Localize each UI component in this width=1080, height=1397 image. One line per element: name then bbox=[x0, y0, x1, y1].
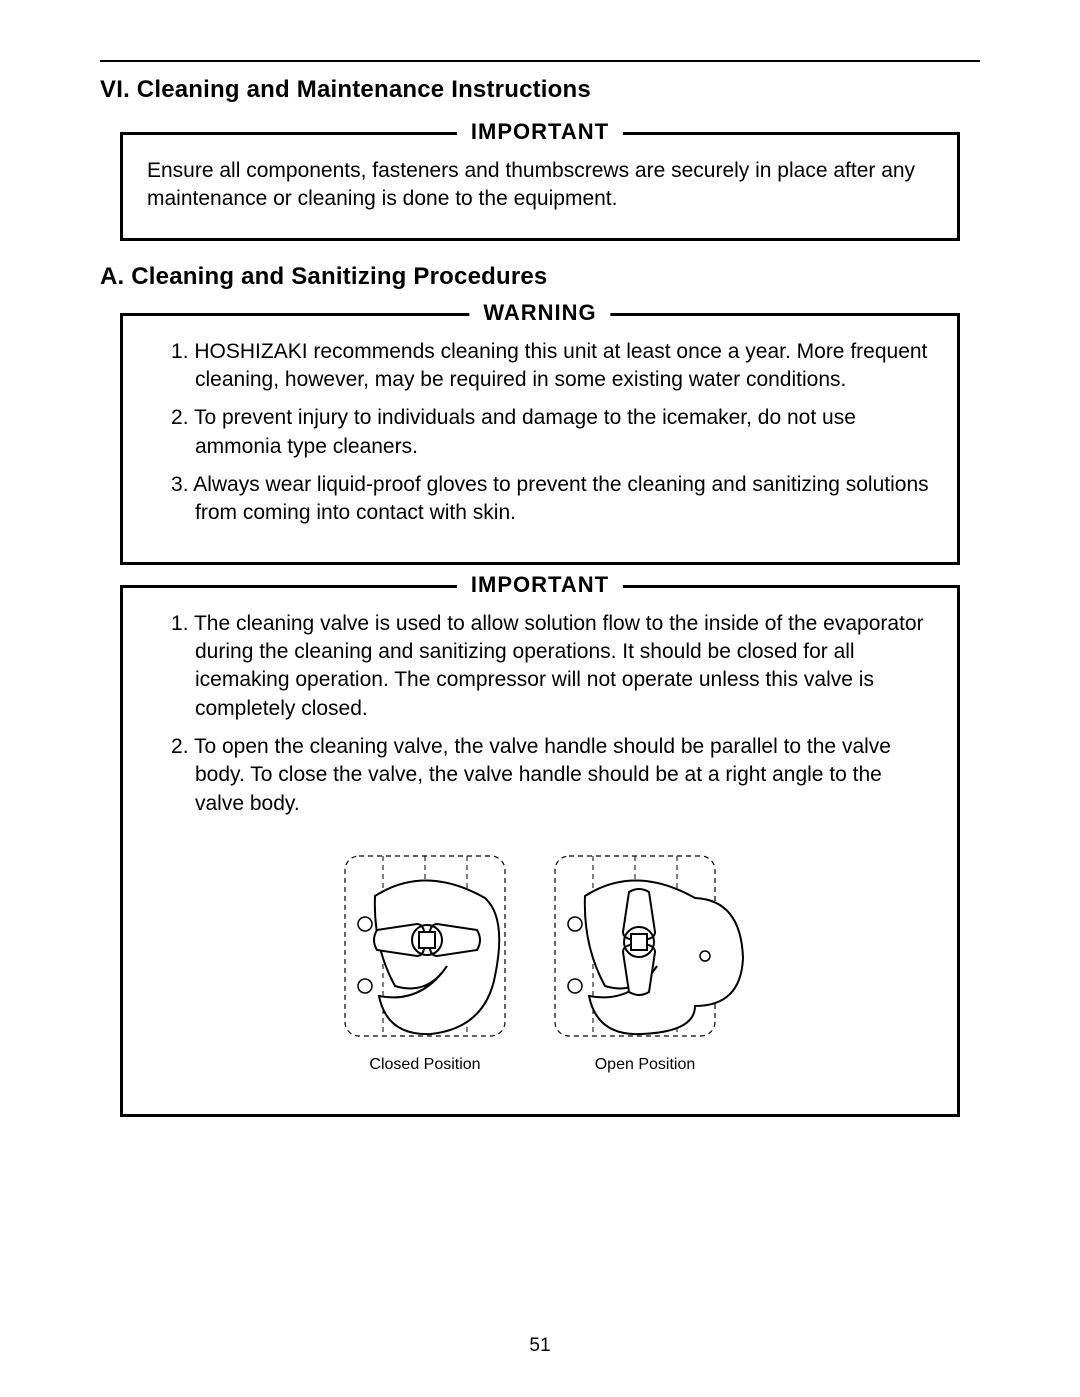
top-horizontal-rule bbox=[100, 60, 980, 62]
page-number: 51 bbox=[0, 1335, 1080, 1357]
valve-closed-icon bbox=[335, 846, 515, 1046]
valve-figure: Closed Position bbox=[147, 846, 933, 1074]
callout-important-1-text: Ensure all components, fasteners and thu… bbox=[147, 157, 933, 214]
warning-item: Always wear liquid-proof gloves to preve… bbox=[171, 471, 933, 528]
warning-item: HOSHIZAKI recommends cleaning this unit … bbox=[171, 338, 933, 395]
important-2-list: The cleaning valve is used to allow solu… bbox=[147, 610, 933, 818]
subsection-title: A. Cleaning and Sanitizing Procedures bbox=[100, 263, 980, 291]
callout-label-warning: WARNING bbox=[469, 300, 610, 326]
callout-label-important-2: IMPORTANT bbox=[457, 572, 623, 598]
callout-warning: WARNING HOSHIZAKI recommends cleaning th… bbox=[120, 313, 960, 565]
important-2-item: The cleaning valve is used to allow solu… bbox=[171, 610, 933, 723]
valve-open-icon bbox=[545, 846, 745, 1046]
valve-closed-figure: Closed Position bbox=[335, 846, 515, 1074]
valve-closed-caption: Closed Position bbox=[335, 1056, 515, 1074]
valve-open-figure: Open Position bbox=[545, 846, 745, 1074]
warning-list: HOSHIZAKI recommends cleaning this unit … bbox=[147, 338, 933, 528]
warning-item: To prevent injury to individuals and dam… bbox=[171, 404, 933, 461]
important-2-item: To open the cleaning valve, the valve ha… bbox=[171, 733, 933, 818]
callout-label-important-1: IMPORTANT bbox=[457, 119, 623, 145]
callout-important-1: IMPORTANT Ensure all components, fastene… bbox=[120, 132, 960, 241]
section-title: VI. Cleaning and Maintenance Instruction… bbox=[100, 76, 980, 104]
valve-open-caption: Open Position bbox=[545, 1056, 745, 1074]
callout-important-2: IMPORTANT The cleaning valve is used to … bbox=[120, 585, 960, 1117]
